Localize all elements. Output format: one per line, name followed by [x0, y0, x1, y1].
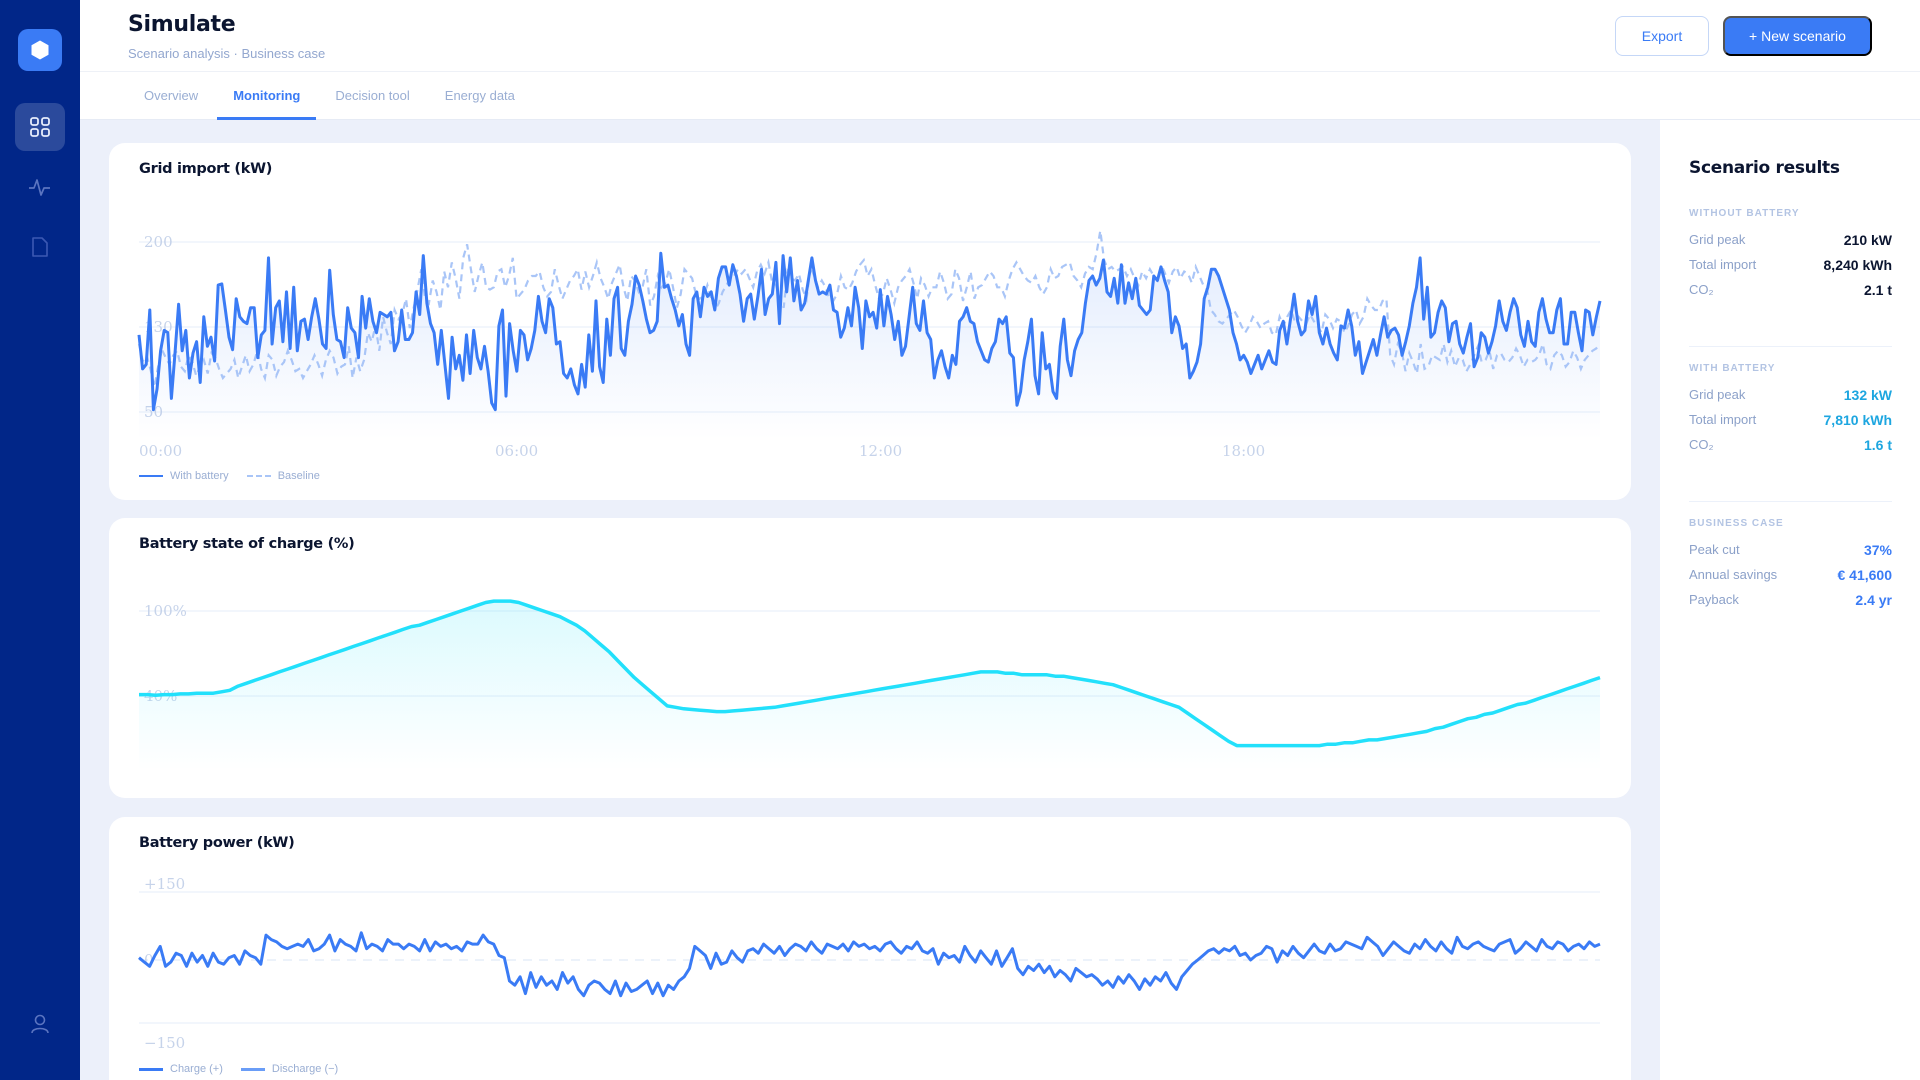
card-title: Grid import (kW) — [139, 161, 273, 177]
result-row: CO₂ 1.6 t — [1689, 432, 1892, 457]
section-label: BUSINESS CASE — [1689, 518, 1784, 529]
result-row: Grid peak 132 kW — [1689, 382, 1892, 407]
x-tick: 06:00 — [495, 442, 538, 460]
result-row: Total import 8,240 kWh — [1689, 252, 1892, 277]
dashed-line-swatch — [246, 475, 271, 477]
result-row: Payback 2.4 yr — [1689, 587, 1892, 612]
header-top: Simulate Scenario analysis · Business ca… — [80, 0, 1920, 72]
sidebar-item-documents[interactable] — [15, 223, 65, 271]
sidebar-item-profile[interactable] — [15, 1000, 65, 1048]
result-key: Grid peak — [1689, 232, 1746, 247]
hexagon-logo-icon — [31, 40, 49, 60]
without-battery-section: WITHOUT BATTERY Grid peak 210 kW Total im… — [1689, 208, 1892, 302]
page-title: Simulate — [128, 12, 236, 37]
activity-pulse-icon — [29, 179, 50, 196]
legend-item: Discharge (−) — [240, 1063, 339, 1075]
result-value: 2.4 yr — [1855, 591, 1892, 608]
charge-swatch — [139, 1067, 163, 1071]
battery-power-chart: +150 0 −150 — [138, 875, 1601, 1052]
page-header: Simulate Scenario analysis · Business ca… — [80, 0, 1920, 120]
legend-label: Charge (+) — [170, 1063, 223, 1075]
result-value: € 41,600 — [1837, 566, 1893, 583]
discharge-swatch — [240, 1067, 265, 1071]
business-case-section: BUSINESS CASE Peak cut 37% Annual savings… — [1689, 518, 1892, 612]
tab-decision-tool[interactable]: Decision tool — [335, 88, 410, 103]
result-value: 2.1 t — [1863, 281, 1892, 298]
legend-label: Discharge (−) — [271, 1063, 339, 1075]
card-title: Battery state of charge (%) — [139, 536, 355, 552]
battery-power-series — [138, 931, 1601, 998]
scenario-results-panel: Scenario results WITHOUT BATTERY Grid pe… — [1660, 120, 1920, 1080]
legend-item: Baseline — [246, 470, 320, 482]
soc-card: Battery state of charge (%) 100% 40% — [109, 518, 1631, 798]
legend-label: With battery — [170, 470, 229, 482]
result-value: 37% — [1863, 541, 1892, 558]
baseline-series — [137, 230, 1601, 388]
chart-legend: Charge (+) Discharge (−) — [139, 1063, 356, 1075]
result-key: Total import — [1689, 257, 1757, 272]
section-label: WITHOUT BATTERY — [1689, 208, 1800, 219]
result-row: Total import 7,810 kWh — [1689, 407, 1892, 432]
result-value: 1.6 t — [1863, 436, 1892, 453]
new-scenario-button[interactable]: + New scenario — [1723, 16, 1872, 56]
tab-energy-data[interactable]: Energy data — [444, 88, 515, 103]
result-key: Total import — [1689, 412, 1757, 427]
grid-import-card: Grid import (kW) 200 130 50 00:00 06:00 … — [109, 143, 1631, 500]
result-value: 210 kW — [1843, 231, 1892, 248]
soc-chart: 100% 40% — [139, 599, 1601, 770]
result-key: Peak cut — [1689, 542, 1740, 557]
user-icon — [31, 1014, 49, 1034]
x-tick: 00:00 — [139, 442, 182, 460]
soc-series — [139, 599, 1601, 748]
with-battery-series — [137, 251, 1602, 412]
result-key: Payback — [1689, 592, 1739, 607]
breadcrumb: Scenario analysis · Business case — [128, 46, 326, 61]
result-row: CO₂ 2.1 t — [1689, 277, 1892, 302]
result-row: Grid peak 210 kW — [1689, 227, 1892, 252]
x-tick: 12:00 — [859, 442, 902, 460]
y-tick: +150 — [144, 875, 185, 893]
y-tick: 100% — [144, 602, 187, 620]
result-key: CO₂ — [1689, 437, 1714, 452]
card-title: Battery power (kW) — [139, 835, 295, 851]
soc-area — [139, 601, 1600, 770]
result-row: Annual savings € 41,600 — [1689, 562, 1892, 587]
sidebar-item-monitoring[interactable] — [15, 163, 65, 211]
result-key: Annual savings — [1689, 567, 1778, 582]
result-key: CO₂ — [1689, 282, 1714, 297]
legend-item: Charge (+) — [139, 1063, 223, 1075]
result-row: Peak cut 37% — [1689, 537, 1892, 562]
solid-line-swatch — [139, 475, 163, 477]
battery-power-card: Battery power (kW) +150 0 −150 Charge (+… — [109, 817, 1631, 1080]
export-button[interactable]: Export — [1615, 16, 1709, 56]
x-tick: 18:00 — [1222, 442, 1265, 460]
tab-overview[interactable]: Overview — [144, 88, 199, 103]
result-value: 132 kW — [1843, 386, 1892, 403]
dashboard-grid-icon — [30, 117, 50, 137]
result-key: Grid peak — [1689, 387, 1746, 402]
sidebar-item-dashboard[interactable] — [15, 103, 65, 151]
sidebar — [0, 0, 80, 1080]
tab-bar: Overview Monitoring Decision tool Energy… — [128, 72, 534, 120]
legend-label: Baseline — [277, 470, 320, 482]
with-battery-section: WITH BATTERY Grid peak 132 kW Total impor… — [1689, 363, 1892, 457]
with-battery-area — [139, 253, 1600, 440]
grid-import-chart: 200 130 50 00:00 06:00 12:00 18:00 — [137, 230, 1602, 460]
tab-monitoring[interactable]: Monitoring — [217, 72, 317, 120]
result-value: 8,240 kWh — [1823, 256, 1892, 273]
result-value: 7,810 kWh — [1823, 411, 1892, 428]
y-tick: 200 — [144, 233, 173, 251]
app-logo[interactable] — [18, 29, 62, 71]
chart-legend: With battery Baseline — [139, 470, 338, 482]
legend-item: With battery — [139, 470, 229, 482]
document-icon — [32, 237, 48, 257]
divider — [1689, 346, 1892, 347]
y-tick: −150 — [144, 1034, 185, 1052]
y-tick: 0 — [144, 951, 154, 969]
section-label: WITH BATTERY — [1689, 363, 1776, 374]
panel-title: Scenario results — [1689, 158, 1840, 178]
divider — [1689, 501, 1892, 502]
